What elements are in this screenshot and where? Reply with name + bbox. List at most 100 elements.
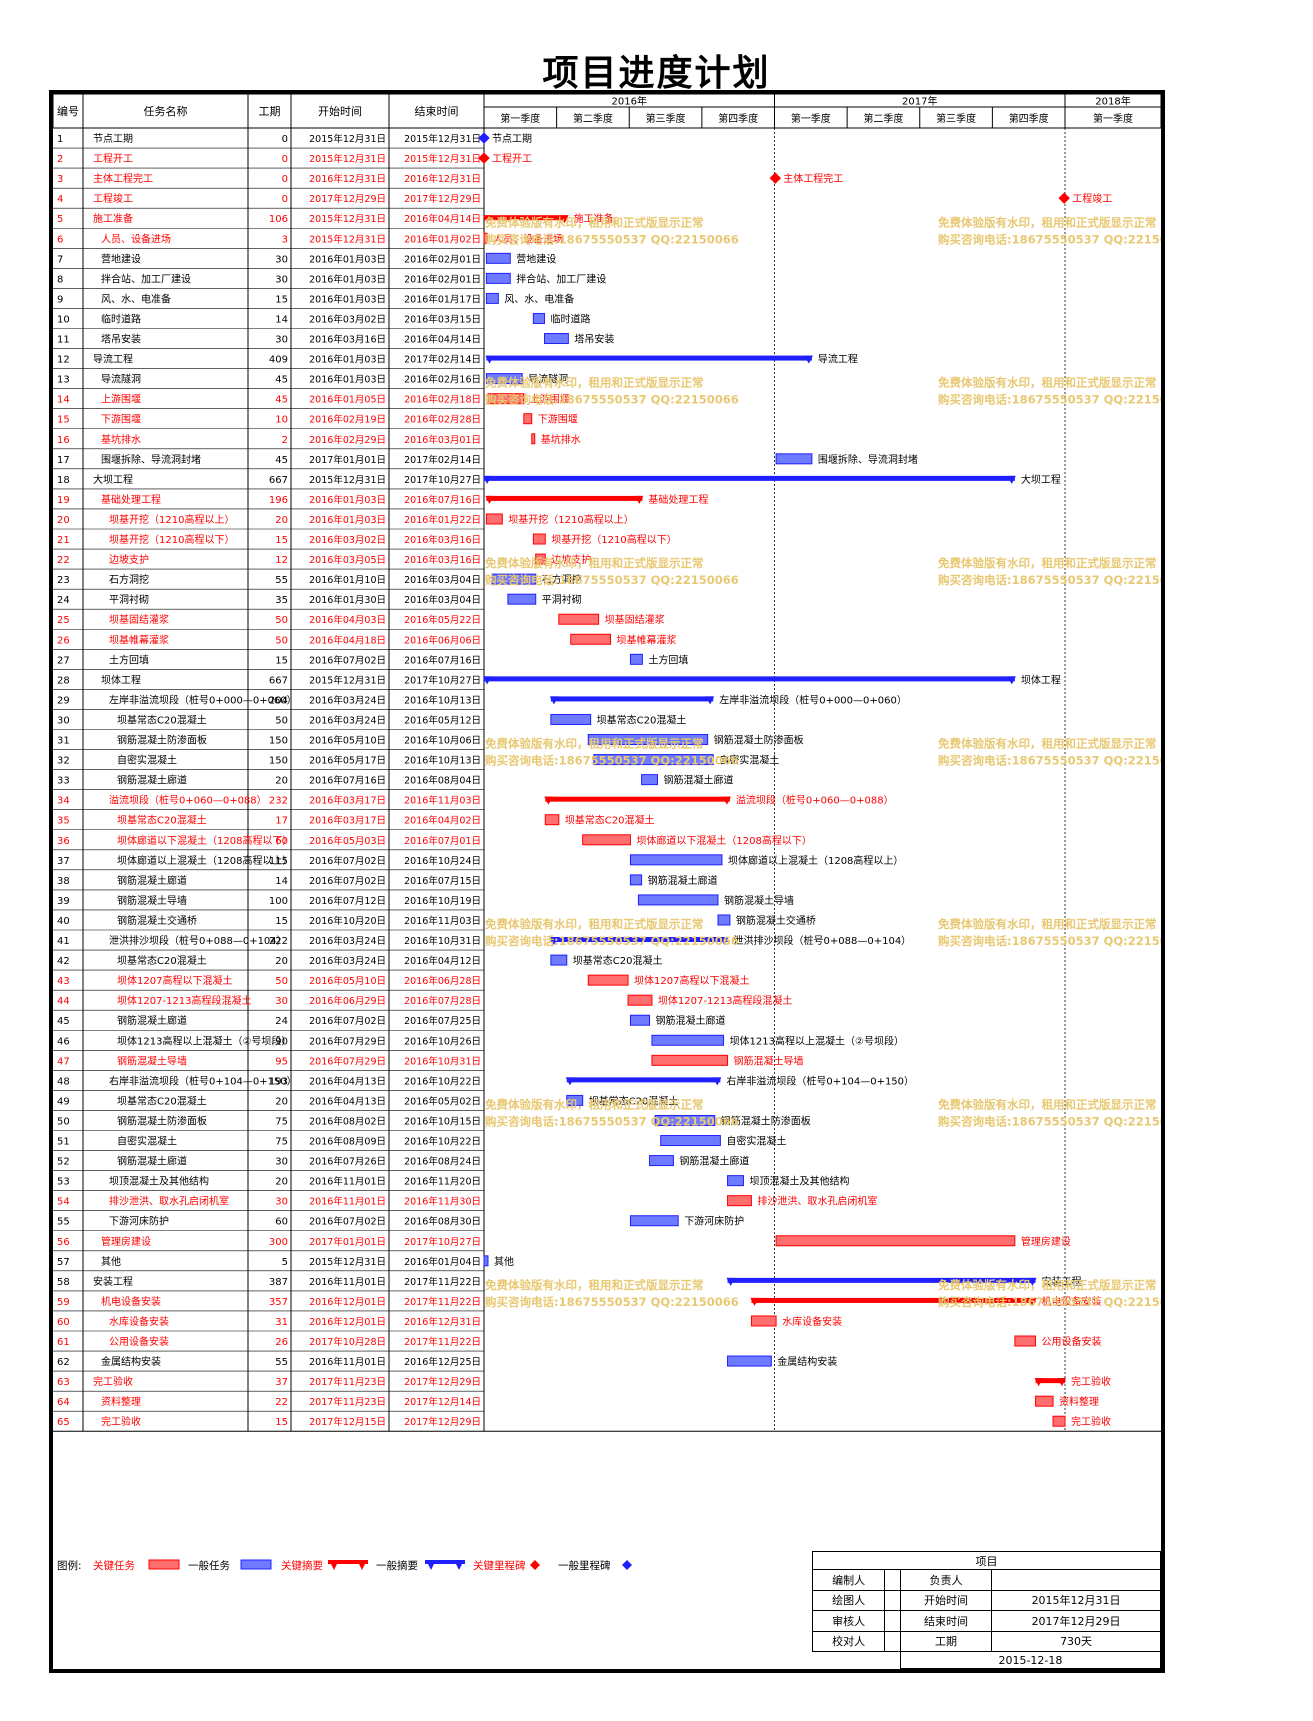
task-end: 2016年12月25日 xyxy=(404,1356,481,1368)
bar-label: 左岸非溢流坝段（桩号0+000—0+060） xyxy=(719,693,907,706)
task-number: 13 xyxy=(57,375,70,386)
quarter-label: 第三季度 xyxy=(936,112,976,125)
bar-label: 坝体廊道以上混凝土（1208高程以上） xyxy=(728,854,903,867)
task-duration: 31 xyxy=(275,1317,288,1328)
task-name: 钢筋混凝土导墙 xyxy=(117,894,187,907)
task-duration: 232 xyxy=(269,796,288,807)
milestone-marker xyxy=(769,172,782,184)
gantt-frame: 编号 任务名称 工期 开始时间 结束时间 2016年 2017年 2018年 第一季度 第二季度第… xyxy=(49,90,1165,1673)
task-start: 2016年07月02日 xyxy=(309,654,386,666)
task-start: 2016年01月03日 xyxy=(309,374,386,386)
task-number: 17 xyxy=(57,455,70,466)
bar-label: 节点工期 xyxy=(492,133,532,145)
task-name: 钢筋混凝土廊道 xyxy=(117,774,187,787)
bar-label: 边坡支护 xyxy=(551,553,591,566)
year-label: 2017年 xyxy=(902,95,937,108)
task-start: 2016年03月16日 xyxy=(309,334,386,346)
task-duration: 12 xyxy=(275,555,288,566)
task-name: 钢筋混凝土防渗面板 xyxy=(117,734,207,747)
task-bar xyxy=(587,734,709,746)
signoff-key: 绘图人 xyxy=(811,1589,886,1612)
task-name: 钢筋混凝土防渗面板 xyxy=(117,1114,207,1127)
watermark-line: 免费体验版有水印，租用和正式版显示正常 xyxy=(938,556,1157,570)
summary-cap-end xyxy=(1006,676,1016,685)
task-name: 基坑排水 xyxy=(101,433,141,446)
task-start: 2016年07月02日 xyxy=(309,1015,386,1027)
task-bar xyxy=(660,1135,721,1147)
task-name: 工程开工 xyxy=(93,153,133,165)
task-end: 2017年11月22日 xyxy=(404,1296,481,1308)
task-name: 完工验收 xyxy=(101,1415,141,1428)
task-start: 2016年01月03日 xyxy=(309,253,386,265)
bar-label: 钢筋混凝土廊道 xyxy=(656,1014,726,1027)
year-label: 2016年 xyxy=(612,95,647,108)
legend-item-label: 关键里程碑 xyxy=(473,1559,526,1572)
quarter-label: 第一季度 xyxy=(1093,112,1133,125)
task-duration: 60 xyxy=(275,1217,288,1228)
task-end: 2016年06月06日 xyxy=(404,634,481,646)
task-bar xyxy=(485,292,499,304)
task-duration: 20 xyxy=(275,956,288,967)
task-end: 2016年10月31日 xyxy=(404,935,481,947)
task-number: 5 xyxy=(57,214,63,225)
watermark-line: 购买咨询电话:18675550537 QQ:22150066 xyxy=(485,1295,739,1309)
task-start: 2016年05月10日 xyxy=(309,975,386,987)
task-duration: 90 xyxy=(275,1036,288,1047)
bar-label: 坝基常态C20混凝土 xyxy=(565,814,655,827)
task-start: 2016年03月24日 xyxy=(309,935,386,947)
task-start: 2016年07月29日 xyxy=(309,1035,386,1047)
bar-label: 钢筋混凝土导墙 xyxy=(734,1054,804,1067)
task-end: 2017年10月27日 xyxy=(404,474,481,486)
summary-cap-start xyxy=(549,696,559,705)
task-duration: 55 xyxy=(275,575,288,586)
task-bar xyxy=(637,894,719,906)
task-number: 50 xyxy=(57,1116,70,1127)
watermark-line: 免费体验版有水印，租用和正式版显示正常 xyxy=(485,1097,704,1111)
task-duration: 30 xyxy=(275,996,288,1007)
task-number: 49 xyxy=(57,1096,70,1107)
task-duration: 30 xyxy=(275,274,288,285)
bar-label: 石方洞挖 xyxy=(542,573,582,586)
task-duration: 0 xyxy=(282,174,288,185)
task-bar xyxy=(543,333,569,345)
bar-label: 坝基常态C20混凝土 xyxy=(597,713,687,726)
bar-label: 其他 xyxy=(494,1255,514,1268)
watermark-line: 免费体验版有水印，租用和正式版显示正常 xyxy=(485,1278,704,1292)
task-start: 2016年02月19日 xyxy=(309,414,386,426)
task-bar xyxy=(717,914,731,926)
task-number: 25 xyxy=(57,615,70,626)
task-start: 2016年01月03日 xyxy=(309,273,386,285)
task-bar xyxy=(485,252,511,264)
task-duration: 15 xyxy=(275,916,288,927)
task-bar xyxy=(775,1235,1016,1247)
signoff-block: 项目 编制人 负责人 绘图人 开始时间 2015年12月31日 审核人 结束时间 2017… xyxy=(811,1551,1162,1669)
task-start: 2016年03月24日 xyxy=(309,714,386,726)
task-end: 2016年10月22日 xyxy=(404,1136,481,1148)
task-duration: 14 xyxy=(275,314,288,325)
task-end: 2016年12月31日 xyxy=(404,173,481,185)
task-start: 2015年12月31日 xyxy=(309,1256,386,1268)
bar-label: 公用设备安装 xyxy=(1042,1335,1102,1348)
bar-label: 坝体工程 xyxy=(1021,674,1061,686)
task-number: 42 xyxy=(57,956,70,967)
summary-cap-end xyxy=(1057,1378,1066,1387)
task-end: 2016年07月16日 xyxy=(404,654,481,666)
task-bar xyxy=(485,373,523,385)
task-name: 坝体1207高程以下混凝土 xyxy=(117,974,232,987)
task-name: 大坝工程 xyxy=(93,473,133,486)
task-duration: 50 xyxy=(275,976,288,987)
task-end: 2016年08月30日 xyxy=(404,1216,481,1228)
bar-label: 右岸非溢流坝段（桩号0+104—0+150） xyxy=(726,1074,914,1087)
task-duration: 196 xyxy=(269,495,288,506)
task-end: 2016年04月12日 xyxy=(404,955,481,967)
bar-label: 工程开工 xyxy=(492,153,532,165)
signoff-key: 编制人 xyxy=(811,1569,886,1591)
task-duration: 222 xyxy=(269,936,288,947)
quarter-label: 第四季度 xyxy=(718,112,758,125)
task-start: 2016年01月03日 xyxy=(309,293,386,305)
task-end: 2016年02月28日 xyxy=(404,414,481,426)
bar-label: 上游围堰 xyxy=(530,393,570,406)
bar-label: 钢筋混凝土防渗面板 xyxy=(714,734,804,747)
task-end: 2016年02月01日 xyxy=(404,253,481,265)
task-number: 31 xyxy=(57,736,70,747)
